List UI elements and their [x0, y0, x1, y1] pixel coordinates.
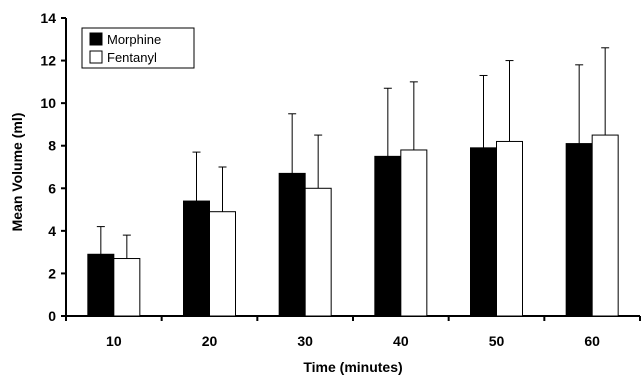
legend: Morphine Fentanyl	[82, 28, 194, 68]
bar-morphine	[375, 156, 401, 316]
bar-morphine	[88, 254, 114, 316]
y-tick-label: 6	[48, 180, 56, 196]
y-tick-label: 10	[40, 95, 56, 111]
x-tick-label: 40	[393, 333, 409, 349]
y-tick-label: 12	[40, 53, 56, 69]
bar-fentanyl	[497, 141, 523, 316]
y-tick-label: 4	[48, 223, 56, 239]
y-axis-title: Mean Volume (ml)	[9, 113, 25, 232]
bar-morphine	[471, 148, 497, 316]
bars-group	[88, 48, 618, 316]
x-tick-label: 20	[202, 333, 218, 349]
bar-fentanyl	[401, 150, 427, 316]
bar-fentanyl	[210, 212, 236, 316]
bar-fentanyl	[114, 259, 140, 316]
y-tick-label: 8	[48, 138, 56, 154]
bar-morphine	[279, 173, 305, 316]
bar-fentanyl	[592, 135, 618, 316]
x-axis-title: Time (minutes)	[303, 359, 402, 375]
x-tick-label: 10	[106, 333, 122, 349]
bar-morphine	[566, 144, 592, 316]
y-tick-label: 0	[48, 308, 56, 324]
bar-fentanyl	[305, 188, 331, 316]
y-tick-label: 2	[48, 265, 56, 281]
x-tick-label: 60	[584, 333, 600, 349]
bar-morphine	[184, 201, 210, 316]
y-tick-label: 14	[40, 10, 56, 26]
x-tick-label: 50	[489, 333, 505, 349]
legend-swatch-fentanyl	[90, 51, 102, 63]
legend-label-fentanyl: Fentanyl	[107, 50, 157, 65]
x-tick-label: 30	[297, 333, 313, 349]
legend-label-morphine: Morphine	[107, 32, 161, 47]
legend-swatch-morphine	[90, 33, 102, 45]
